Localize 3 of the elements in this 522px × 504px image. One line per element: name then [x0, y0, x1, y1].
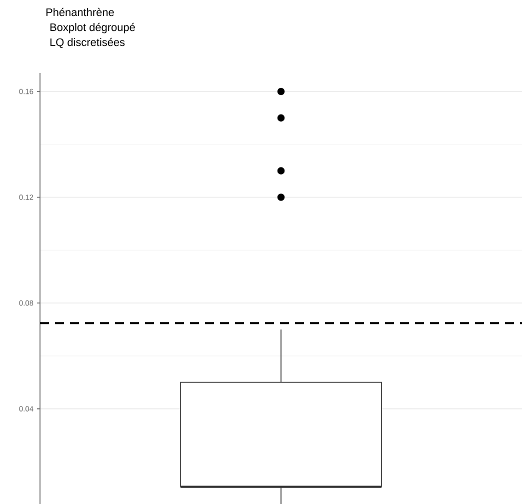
text: LQ discretisées [50, 38, 125, 48]
chart-title: Phénanthrène [46, 8, 114, 16]
chart-subtitle: Boxplot dégroupé [50, 22, 135, 34]
